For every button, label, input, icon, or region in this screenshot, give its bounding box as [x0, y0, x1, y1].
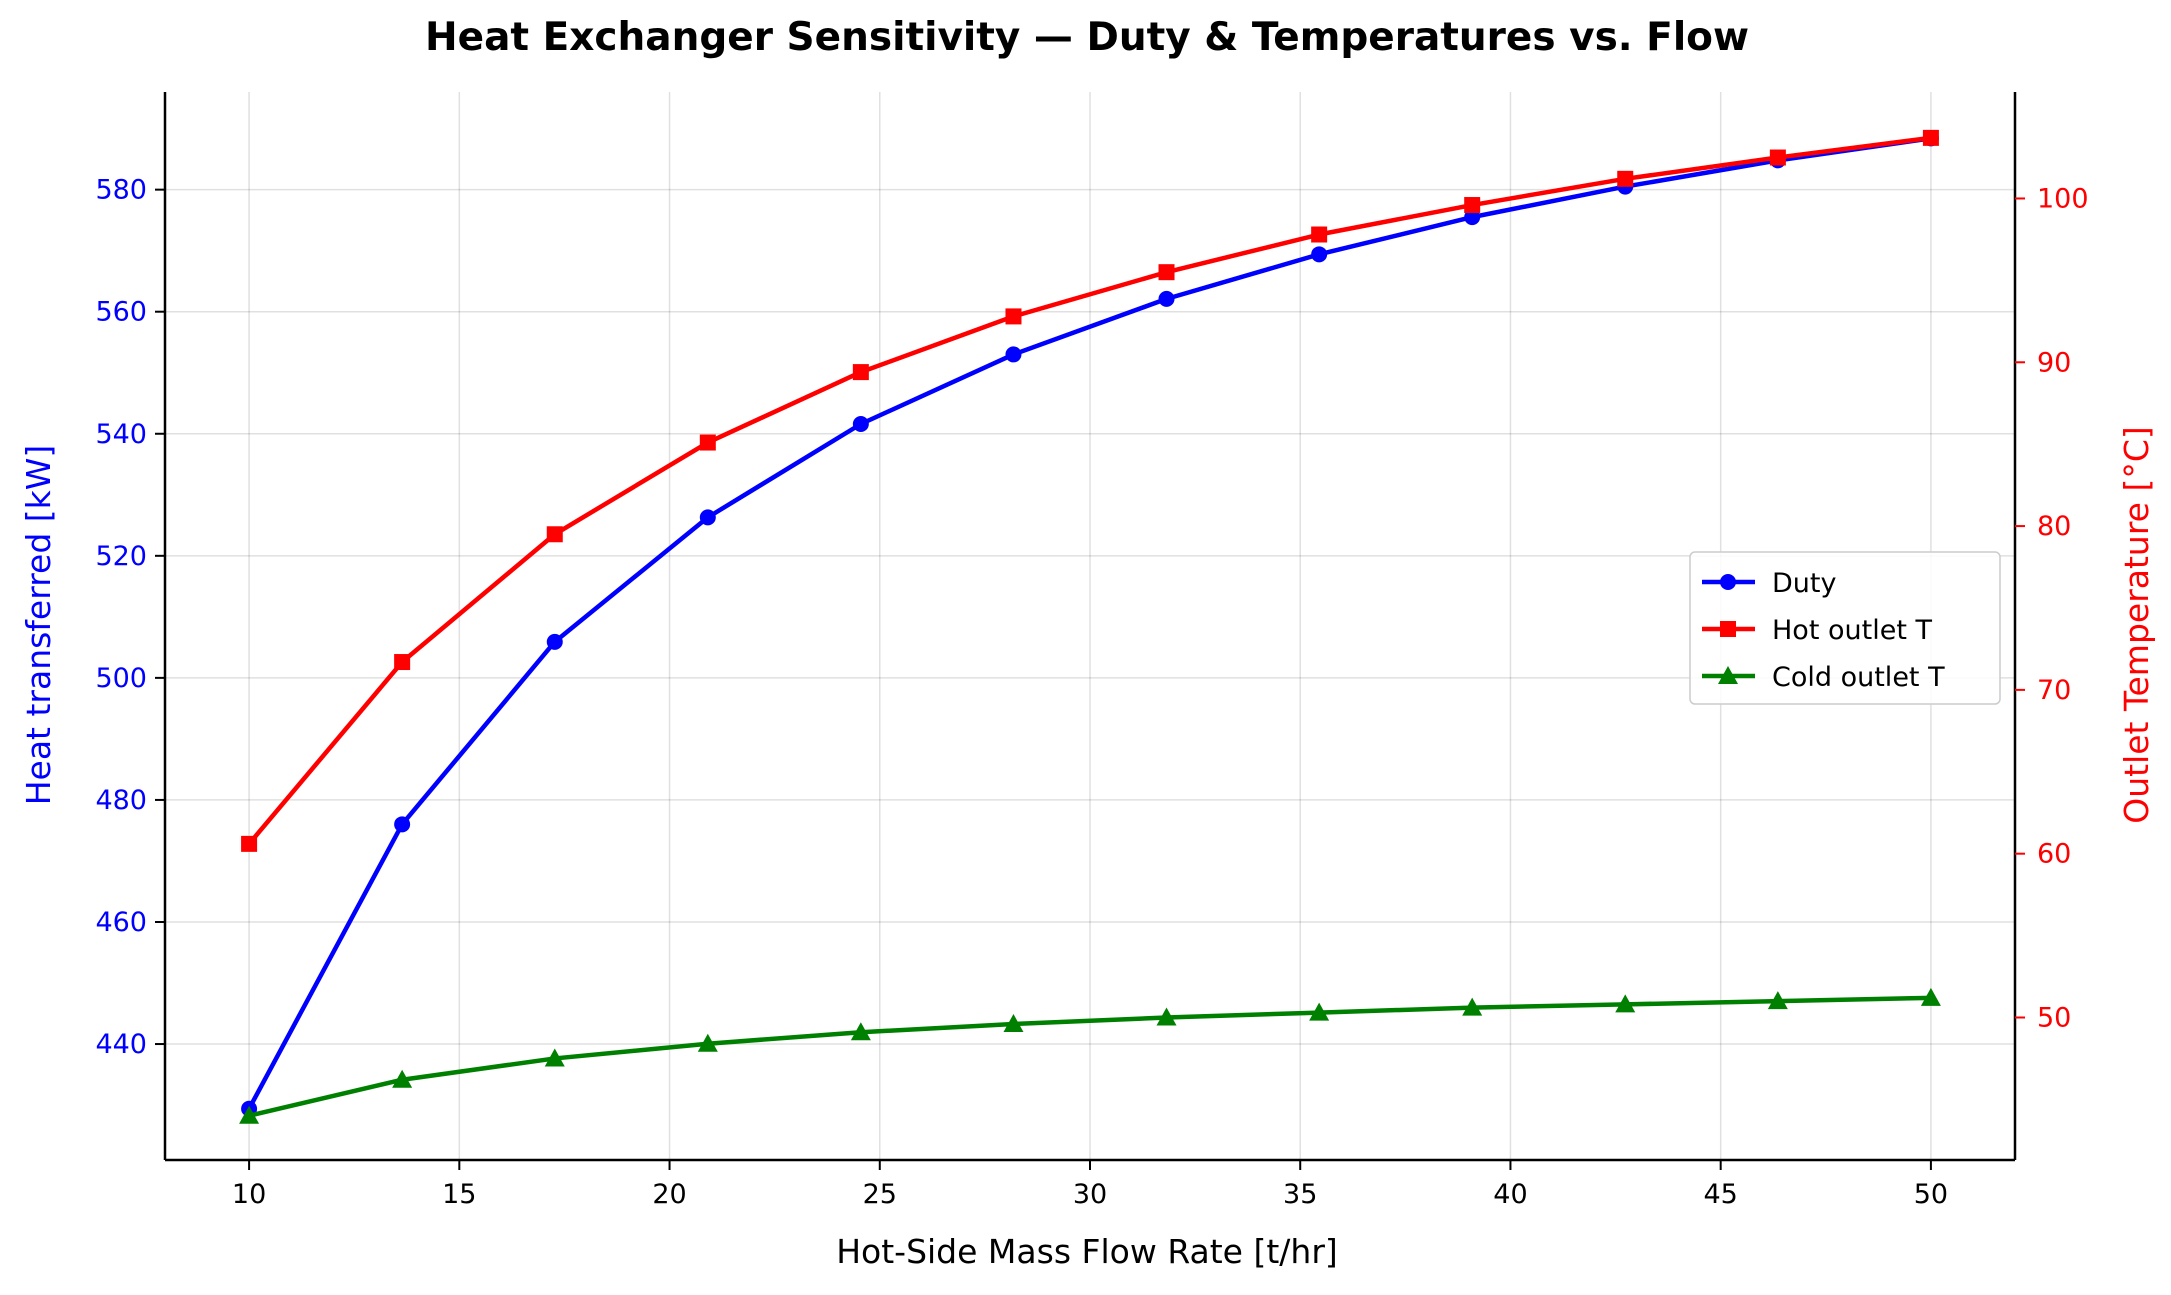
data-point-cold-outlet-t — [1920, 987, 1941, 1006]
y-axis-label-right: Outlet Temperature [°C] — [2117, 426, 2156, 824]
legend-item-cold-outlet-t: Cold outlet T — [1702, 662, 1945, 693]
y-tick-label-left: 440 — [95, 1029, 147, 1060]
data-point-hot-outlet-t — [241, 835, 258, 852]
data-point-duty — [546, 633, 563, 650]
y-tick-label-left: 480 — [95, 785, 147, 816]
legend-label-cold-outlet-t: Cold outlet T — [1772, 662, 1945, 693]
data-point-duty — [1464, 209, 1481, 226]
y-axis-label-left: Heat transferred [kW] — [19, 445, 58, 806]
chart-title: Heat Exchanger Sensitivity — Duty & Temp… — [425, 15, 1749, 60]
data-point-hot-outlet-t — [1922, 129, 1939, 146]
y-tick-label-right: 70 — [2037, 675, 2071, 706]
series-line-duty — [247, 136, 1932, 1110]
x-tick-label: 30 — [1073, 1179, 1107, 1210]
data-point-cold-outlet-t — [239, 1105, 260, 1124]
x-tick-label: 40 — [1493, 1179, 1527, 1210]
data-point-hot-outlet-t — [1464, 197, 1481, 214]
y-tick-label-right: 80 — [2037, 511, 2071, 542]
y-tick-label-left: 500 — [95, 663, 147, 694]
x-axis-label: Hot-Side Mass Flow Rate [t/hr] — [836, 1232, 1338, 1271]
legend-marker-cold-outlet-t — [1718, 666, 1738, 684]
y-tick-label-left: 520 — [95, 541, 147, 572]
series-layer — [239, 129, 1941, 1124]
y-tick-label-right: 100 — [2037, 183, 2089, 214]
y-tick-label-right: 60 — [2037, 839, 2071, 870]
data-point-hot-outlet-t — [546, 526, 563, 543]
x-tick-label: 15 — [442, 1179, 476, 1210]
y-tick-label-right: 50 — [2037, 1002, 2071, 1033]
data-point-cold-outlet-t — [1767, 991, 1788, 1010]
series-line-cold-outlet-t — [248, 995, 1931, 1118]
legend-marker-duty — [1720, 574, 1736, 590]
data-point-hot-outlet-t — [1005, 308, 1022, 325]
series-line-hot-outlet-t — [247, 135, 1932, 846]
y-tick-label-left: 560 — [95, 297, 147, 328]
y-tick-label-right: 90 — [2037, 347, 2071, 378]
ticks-layer: 10 15 20 25 30 35 40 45 50 440 460 480 500 520 540 560 5… — [95, 175, 2088, 1210]
data-point-cold-outlet-t — [544, 1048, 565, 1067]
data-point-cold-outlet-t — [1156, 1007, 1177, 1026]
data-point-duty — [1158, 290, 1175, 307]
x-tick-label: 50 — [1914, 1179, 1948, 1210]
data-point-cold-outlet-t — [850, 1022, 871, 1041]
data-point-cold-outlet-t — [1003, 1014, 1024, 1033]
x-tick-label: 35 — [1283, 1179, 1317, 1210]
legend-label-duty: Duty — [1772, 568, 1836, 599]
data-point-hot-outlet-t — [1769, 149, 1786, 166]
x-tick-label: 25 — [863, 1179, 897, 1210]
data-point-duty — [699, 509, 716, 526]
data-point-cold-outlet-t — [1462, 997, 1483, 1016]
series-cold-outlet-t — [239, 987, 1941, 1124]
data-point-hot-outlet-t — [852, 364, 869, 381]
data-point-hot-outlet-t — [394, 654, 411, 671]
y-tick-label-left: 460 — [95, 907, 147, 938]
grid-layer — [165, 92, 2015, 1160]
legend-label-hot-outlet-t: Hot outlet T — [1772, 615, 1932, 646]
legend-box — [1689, 551, 2001, 705]
data-point-hot-outlet-t — [699, 434, 716, 451]
data-point-duty — [852, 415, 869, 432]
legend: Duty Hot outlet T Cold outlet T — [1689, 551, 2001, 705]
x-tick-label: 20 — [652, 1179, 686, 1210]
data-point-cold-outlet-t — [1615, 994, 1636, 1013]
data-point-duty — [394, 816, 411, 833]
legend-item-hot-outlet-t: Hot outlet T — [1702, 615, 1932, 646]
x-tick-label: 10 — [232, 1179, 266, 1210]
x-tick-label: 45 — [1704, 1179, 1738, 1210]
data-point-hot-outlet-t — [1311, 226, 1328, 243]
data-point-duty — [1311, 246, 1328, 263]
data-point-cold-outlet-t — [697, 1033, 718, 1052]
data-point-hot-outlet-t — [1617, 170, 1634, 187]
series-hot-outlet-t — [241, 129, 1939, 852]
data-point-duty — [1005, 346, 1022, 363]
data-point-hot-outlet-t — [1158, 264, 1175, 281]
y-tick-label-left: 580 — [95, 175, 147, 206]
legend-item-duty: Duty — [1702, 568, 1836, 599]
data-point-cold-outlet-t — [392, 1069, 413, 1088]
data-point-cold-outlet-t — [1309, 1002, 1330, 1021]
legend-marker-hot-outlet-t — [1720, 621, 1736, 637]
y-tick-label-left: 540 — [95, 419, 147, 450]
